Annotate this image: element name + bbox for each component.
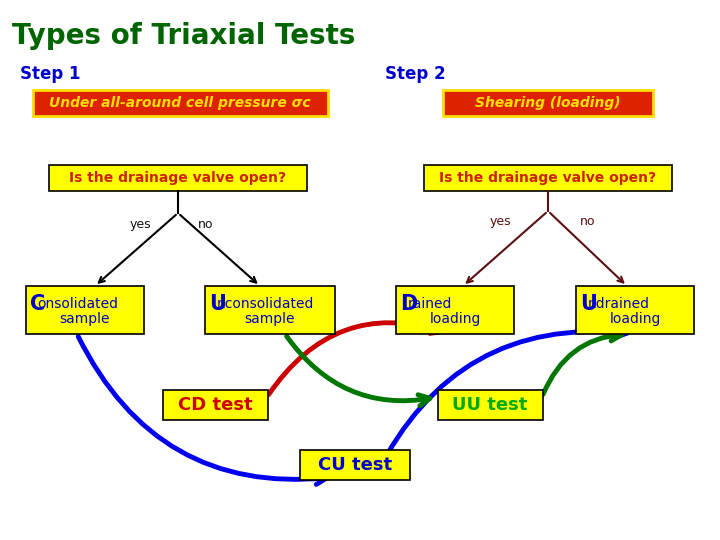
Text: loading: loading — [429, 312, 481, 326]
FancyBboxPatch shape — [300, 450, 410, 480]
Text: ndrained: ndrained — [588, 297, 649, 311]
Text: yes: yes — [489, 215, 510, 228]
Text: loading: loading — [609, 312, 661, 326]
FancyArrowPatch shape — [543, 330, 622, 394]
Text: rained: rained — [408, 297, 452, 311]
FancyBboxPatch shape — [163, 390, 268, 420]
FancyBboxPatch shape — [26, 286, 144, 334]
Text: C: C — [30, 294, 45, 314]
FancyArrowPatch shape — [377, 327, 627, 475]
Text: Step 1: Step 1 — [20, 65, 81, 83]
Text: Under all-around cell pressure σc: Under all-around cell pressure σc — [49, 96, 311, 110]
FancyArrowPatch shape — [269, 323, 442, 395]
Text: sample: sample — [60, 312, 110, 326]
Text: no: no — [198, 218, 214, 231]
Text: sample: sample — [245, 312, 295, 326]
Text: onsolidated: onsolidated — [37, 297, 119, 311]
Text: D: D — [400, 294, 418, 314]
Text: yes: yes — [129, 218, 150, 231]
FancyBboxPatch shape — [576, 286, 694, 334]
Text: U: U — [209, 294, 226, 314]
Text: Is the drainage valve open?: Is the drainage valve open? — [69, 171, 287, 185]
Text: UU test: UU test — [452, 396, 528, 414]
FancyArrowPatch shape — [78, 336, 327, 484]
FancyBboxPatch shape — [32, 90, 328, 116]
Text: Shearing (loading): Shearing (loading) — [475, 96, 621, 110]
Text: no: no — [580, 215, 595, 228]
Text: CD test: CD test — [178, 396, 252, 414]
Text: Is the drainage valve open?: Is the drainage valve open? — [439, 171, 657, 185]
FancyArrowPatch shape — [287, 336, 430, 406]
Text: Step 2: Step 2 — [385, 65, 446, 83]
FancyBboxPatch shape — [443, 90, 653, 116]
FancyBboxPatch shape — [438, 390, 542, 420]
Text: U: U — [580, 294, 597, 314]
FancyBboxPatch shape — [424, 165, 672, 191]
Text: CU test: CU test — [318, 456, 392, 474]
Text: nconsolidated: nconsolidated — [217, 297, 314, 311]
FancyBboxPatch shape — [49, 165, 307, 191]
FancyBboxPatch shape — [396, 286, 514, 334]
Text: Types of Triaxial Tests: Types of Triaxial Tests — [12, 22, 356, 50]
FancyBboxPatch shape — [205, 286, 335, 334]
